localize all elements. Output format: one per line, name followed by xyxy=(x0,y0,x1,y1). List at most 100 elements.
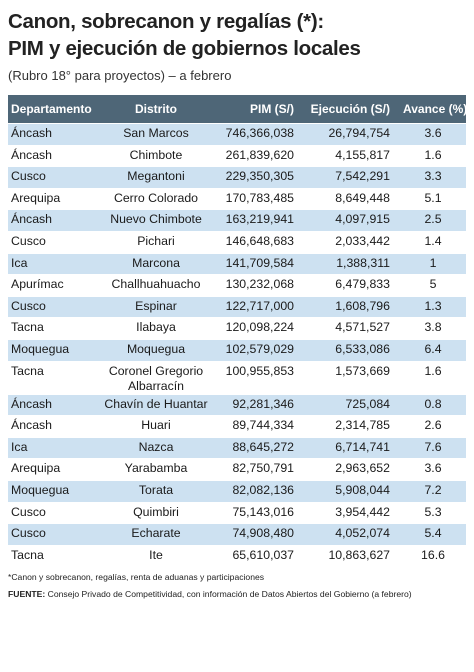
table-row: Arequipa Yarabamba 82,750,791 2,963,652 3.6 xyxy=(8,458,466,481)
table-cell: 4,052,074 xyxy=(304,523,400,546)
source: FUENTE: Consejo Privado de Competitivida… xyxy=(8,589,466,600)
table-cell: Cusco xyxy=(8,501,100,524)
table-cell: 82,750,791 xyxy=(212,458,304,481)
title: PIM y ejecución de gobiernos locales xyxy=(8,37,361,60)
table-cell: 26,794,754 xyxy=(304,123,400,146)
table-cell: 10,863,627 xyxy=(304,544,400,567)
source-text: Consejo Privado de Competitividad, con i… xyxy=(47,589,412,600)
table-cell: 2,033,442 xyxy=(304,230,400,254)
table-cell: 229,350,305 xyxy=(212,166,304,189)
table-body: Áncash San Marcos 746,366,038 26,794,754 3.6… xyxy=(8,123,466,567)
table-row: Tacna Coronel Gregorio Albarracín 100,955,… xyxy=(8,360,466,395)
table-cell: 141,709,584 xyxy=(212,252,304,275)
table-cell: 7,542,291 xyxy=(304,166,400,189)
table-cell: 1,608,796 xyxy=(304,295,400,318)
table-cell: 6,479,833 xyxy=(304,274,400,297)
table-cell: 5.4 xyxy=(400,523,466,546)
table-row: Tacna Ilabaya 120,098,224 4,571,527 3.8 xyxy=(8,317,466,340)
table-cell: Ilabaya xyxy=(100,317,212,340)
table-cell: Tacna xyxy=(8,544,100,567)
table-cell: Nuevo Chimbote xyxy=(100,209,212,232)
table-row: Apurímac Challhuahuacho 130,232,068 6,479,8… xyxy=(8,274,466,297)
table-cell: 89,744,334 xyxy=(212,415,304,438)
table-row: Áncash San Marcos 746,366,038 26,794,754 3.6 xyxy=(8,123,466,146)
table-cell: 74,908,480 xyxy=(212,523,304,546)
header-row: Departamento Distrito PIM (S/) Ejecución (S… xyxy=(8,95,467,124)
table-cell: 746,366,038 xyxy=(212,123,304,146)
table-cell: Chimbote xyxy=(100,144,212,167)
table-cell: Cusco xyxy=(8,295,100,318)
table-cell: Áncash xyxy=(8,415,100,438)
table-cell: Coronel Gregorio Albarracín xyxy=(100,360,212,395)
table-cell: Moquegua xyxy=(100,338,212,362)
table-cell: 3.6 xyxy=(400,458,466,481)
table-cell: Moquegua xyxy=(8,479,100,502)
column-header: Ejecución (S/) xyxy=(304,95,400,124)
table-cell: 146,648,683 xyxy=(212,230,304,254)
table-cell: 2,963,652 xyxy=(304,458,400,481)
table-cell: 92,281,346 xyxy=(212,393,304,416)
table-cell: 102,579,029 xyxy=(212,338,304,362)
table-cell: 1,573,669 xyxy=(304,360,400,395)
table-cell: 82,082,136 xyxy=(212,479,304,502)
table-cell: 65,610,037 xyxy=(212,544,304,567)
table-cell: Áncash xyxy=(8,393,100,416)
table-cell: Arequipa xyxy=(8,187,100,210)
table-row: Cusco Pichari 146,648,683 2,033,442 1.4 xyxy=(8,230,466,254)
table-cell: 1,388,311 xyxy=(304,252,400,275)
table-cell: Ite xyxy=(100,544,212,567)
table-cell: Áncash xyxy=(8,144,100,167)
table-cell: 2,314,785 xyxy=(304,415,400,438)
table-cell: Challhuahuacho xyxy=(100,274,212,297)
table-cell: Marcona xyxy=(100,252,212,275)
table-cell: 725,084 xyxy=(304,393,400,416)
table-cell: 3.3 xyxy=(400,166,466,189)
table-cell: 1.6 xyxy=(400,360,466,395)
table-cell: Apurímac xyxy=(8,274,100,297)
table-cell: Megantoni xyxy=(100,166,212,189)
table-row: Ica Nazca 88,645,272 6,714,741 7.6 xyxy=(8,436,466,459)
subtitle: (Rubro 18° para proyectos) – a febrero xyxy=(8,68,232,83)
column-header: PIM (S/) xyxy=(212,95,304,124)
table-cell: 130,232,068 xyxy=(212,274,304,297)
table-row: Áncash Huari 89,744,334 2,314,785 2.6 xyxy=(8,415,466,438)
table-cell: 122,717,000 xyxy=(212,295,304,318)
table-cell: Pichari xyxy=(100,230,212,254)
table-cell: 16.6 xyxy=(400,544,466,567)
table-row: Cusco Quimbiri 75,143,016 3,954,442 5.3 xyxy=(8,501,466,524)
table-cell: 6.4 xyxy=(400,338,466,362)
table-cell: 3.8 xyxy=(400,317,466,340)
table-cell: 75,143,016 xyxy=(212,501,304,524)
table-cell: Quimbiri xyxy=(100,501,212,524)
table-row: Ica Marcona 141,709,584 1,388,311 1 xyxy=(8,252,466,275)
table-cell: 5.3 xyxy=(400,501,466,524)
table-cell: 170,783,485 xyxy=(212,187,304,210)
table-cell: Tacna xyxy=(8,317,100,340)
table-cell: Chavín de Huantar xyxy=(100,393,212,416)
column-header: Departamento xyxy=(8,95,100,124)
table-cell: 100,955,853 xyxy=(212,360,304,395)
table-cell: Áncash xyxy=(8,123,100,146)
table-cell: 6,714,741 xyxy=(304,436,400,459)
table-cell: 2.5 xyxy=(400,209,466,232)
table-cell: Nazca xyxy=(100,436,212,459)
table-cell: 1.6 xyxy=(400,144,466,167)
table-row: Áncash Chavín de Huantar 92,281,346 725,084… xyxy=(8,393,466,416)
table-cell: Arequipa xyxy=(8,458,100,481)
table-cell: Cusco xyxy=(8,230,100,254)
table-cell: 5.1 xyxy=(400,187,466,210)
table-row: Áncash Nuevo Chimbote 163,219,941 4,097,915… xyxy=(8,209,466,232)
table-cell: Cusco xyxy=(8,523,100,546)
table-cell: Áncash xyxy=(8,209,100,232)
table-cell: 8,649,448 xyxy=(304,187,400,210)
table-row: Cusco Megantoni 229,350,305 7,542,291 3.3 xyxy=(8,166,466,189)
table-cell: Cerro Colorado xyxy=(100,187,212,210)
table-cell: 1.4 xyxy=(400,230,466,254)
table-cell: 7.2 xyxy=(400,479,466,502)
table-cell: Cusco xyxy=(8,166,100,189)
table-cell: 261,839,620 xyxy=(212,144,304,167)
table-row: Áncash Chimbote 261,839,620 4,155,817 1.6 xyxy=(8,144,466,167)
table-cell: 0.8 xyxy=(400,393,466,416)
table-cell: 5,908,044 xyxy=(304,479,400,502)
